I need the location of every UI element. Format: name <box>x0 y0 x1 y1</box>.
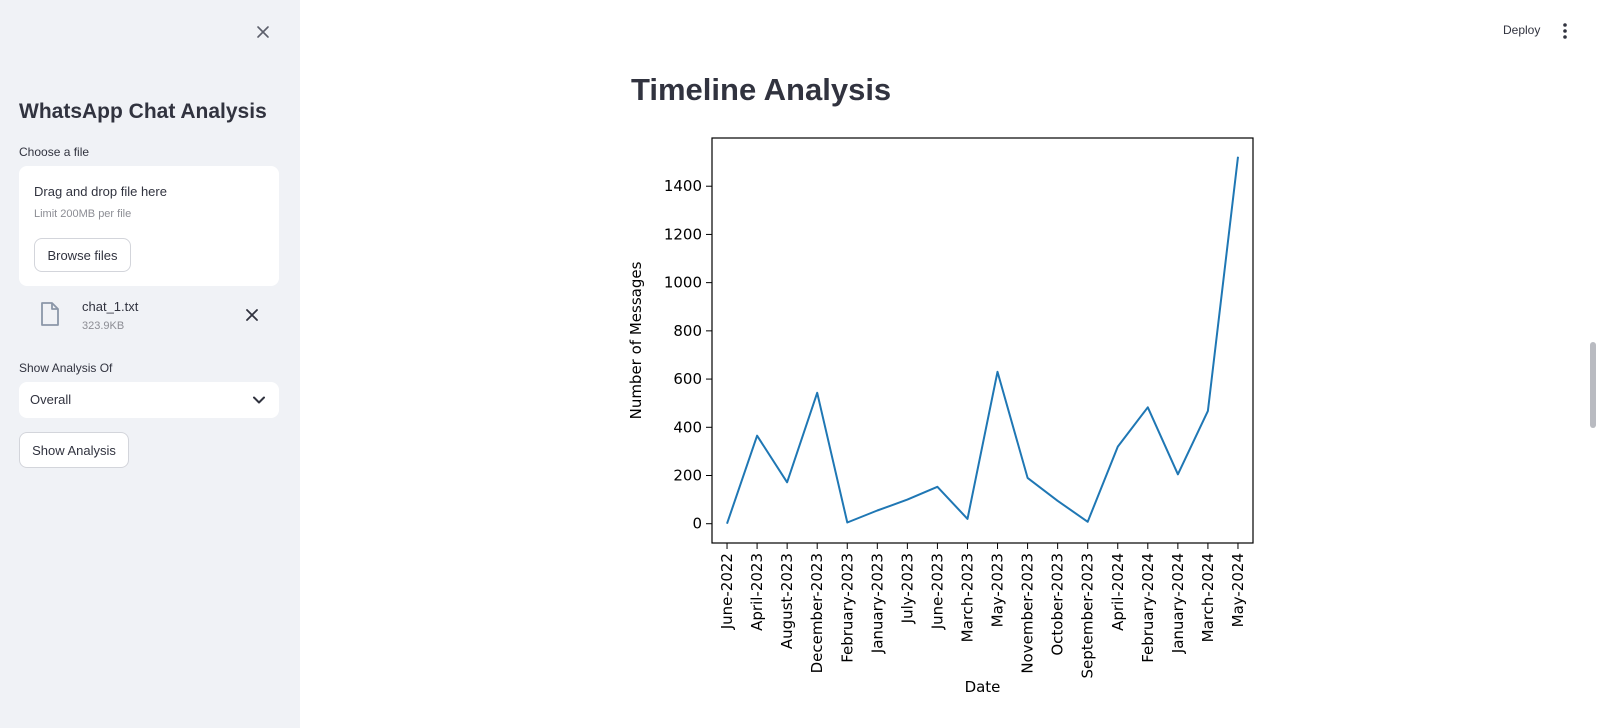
x-tick-label: June-2022 <box>718 553 736 630</box>
y-tick-label: 600 <box>673 370 702 388</box>
x-tick-label: May-2023 <box>989 553 1007 627</box>
y-axis-label: Number of Messages <box>627 261 645 419</box>
y-tick-label: 400 <box>673 418 702 436</box>
x-tick-label: April-2024 <box>1109 553 1127 631</box>
x-tick-label: May-2024 <box>1229 553 1247 627</box>
x-axis-label: Date <box>965 678 1001 696</box>
x-tick-label: December-2023 <box>808 553 826 673</box>
browse-files-button[interactable]: Browse files <box>34 238 131 272</box>
y-tick-label: 1400 <box>664 177 702 195</box>
x-tick-label: January-2023 <box>868 553 886 654</box>
dropzone-title: Drag and drop file here <box>34 184 167 199</box>
x-tick-label: October-2023 <box>1049 553 1067 656</box>
chevron-down-icon <box>253 396 265 404</box>
file-dropzone[interactable]: Drag and drop file here Limit 200MB per … <box>19 166 279 286</box>
x-tick-label: March-2024 <box>1199 553 1217 642</box>
x-tick-label: April-2023 <box>748 553 766 631</box>
analysis-select-value: Overall <box>30 392 72 407</box>
x-tick-label: February-2023 <box>838 553 856 663</box>
show-analysis-button[interactable]: Show Analysis <box>19 432 129 468</box>
y-tick-label: 1200 <box>664 225 702 243</box>
dropzone-limit: Limit 200MB per file <box>34 208 132 220</box>
file-icon <box>41 302 59 326</box>
y-tick-label: 0 <box>692 515 702 533</box>
analysis-select-label: Show Analysis Of <box>19 361 113 375</box>
uploaded-file-item: chat_1.txt 323.9KB <box>19 296 279 340</box>
uploaded-file-name: chat_1.txt <box>82 299 139 314</box>
x-tick-label: March-2023 <box>958 553 976 642</box>
x-tick-label: August-2023 <box>778 553 796 649</box>
x-tick-label: February-2024 <box>1139 553 1157 663</box>
sidebar-title: WhatsApp Chat Analysis <box>19 100 267 123</box>
scrollbar-thumb[interactable] <box>1590 342 1596 428</box>
close-icon <box>246 309 258 321</box>
uploaded-file-size: 323.9KB <box>82 320 125 332</box>
more-vertical-icon <box>1563 23 1567 39</box>
x-tick-label: June-2023 <box>928 553 946 630</box>
remove-file-button[interactable] <box>244 307 260 323</box>
x-tick-label: July-2023 <box>898 553 916 624</box>
x-tick-label: November-2023 <box>1019 553 1037 674</box>
y-tick-label: 200 <box>673 467 702 485</box>
y-tick-label: 800 <box>673 322 702 340</box>
deploy-button[interactable]: Deploy <box>1503 23 1541 37</box>
plot-frame <box>711 137 1254 544</box>
timeline-chart: 0 200 400 600 800 1000 1200 1400 June-2022 April… <box>627 137 1254 696</box>
x-tick-label: September-2023 <box>1079 553 1097 679</box>
main-menu-button[interactable] <box>1555 20 1575 42</box>
close-sidebar-button[interactable] <box>253 22 273 42</box>
series-line <box>726 156 1239 525</box>
page-title: Timeline Analysis <box>631 72 892 107</box>
x-tick-label: January-2024 <box>1169 553 1187 654</box>
y-tick-label: 1000 <box>664 274 702 292</box>
close-icon <box>257 26 269 38</box>
sidebar: WhatsApp Chat Analysis Choose a file Dra… <box>0 0 300 728</box>
analysis-select[interactable]: Overall <box>19 382 279 418</box>
file-uploader-label: Choose a file <box>19 145 90 159</box>
